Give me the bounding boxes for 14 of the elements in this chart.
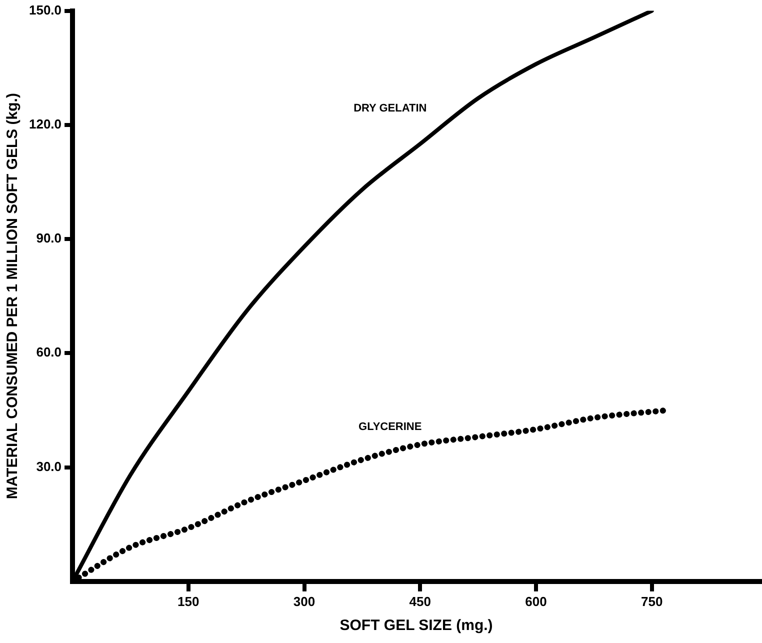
x-tick-label: 600 (525, 594, 547, 609)
y-axis-title: MATERIAL CONSUMED PER 1 MILLION SOFT GELS (kg.) (4, 93, 22, 500)
y-tick-label: 60.0 (36, 344, 62, 360)
y-tick-label: 90.0 (36, 230, 62, 246)
y-tick-label: 30.0 (36, 458, 62, 474)
x-axis-title: SOFT GEL SIZE (mg.) (340, 617, 493, 634)
y-tick-label: 150.0 (28, 2, 62, 18)
series-label: DRY GELATIN (354, 102, 427, 114)
x-tick-label: 150 (178, 594, 200, 609)
x-tick-label: 300 (293, 594, 316, 609)
series-label: GLYCERINE (358, 420, 422, 433)
x-tick-label: 750 (641, 594, 663, 609)
x-tick-label: 450 (409, 594, 431, 609)
y-tick-label: 120.0 (28, 116, 62, 132)
